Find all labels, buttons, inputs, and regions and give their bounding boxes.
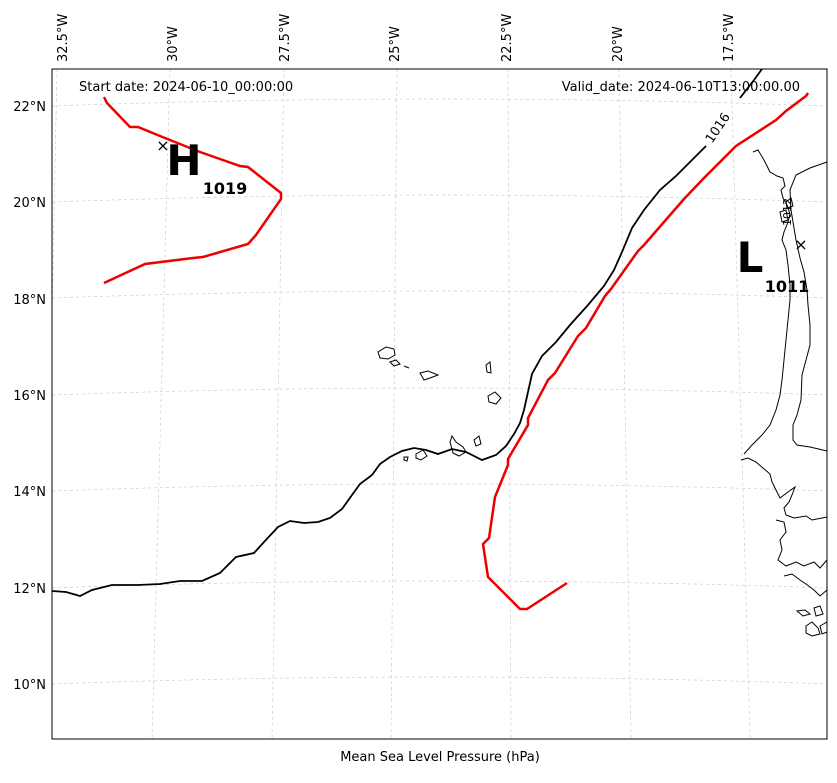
west-africa-coastline [740, 149, 828, 637]
latitude-labels: 22°N 20°N 18°N 16°N 14°N 12°N 10°N [13, 100, 46, 693]
start-date-label: Start date: 2024-06-10_00:00:00 [79, 80, 293, 95]
isobar-1012-label: 1012 [781, 198, 794, 226]
map-caption: Mean Sea Level Pressure (hPa) [340, 750, 540, 765]
low-center-marker-icon: × [794, 235, 807, 254]
lon-label: 25°W [388, 26, 403, 62]
lat-label: 10°N [13, 678, 46, 693]
lat-label: 20°N [13, 196, 46, 211]
lat-label: 14°N [13, 485, 46, 500]
low-value: 1011 [765, 277, 810, 296]
trough-line [102, 96, 283, 285]
lon-label: 30°W [166, 26, 181, 62]
lon-label: 22.5°W [500, 14, 515, 62]
isobar-1016 [51, 145, 707, 597]
valid-date-label: Valid_date: 2024-06-10T13:00:00.00 [562, 80, 800, 95]
lat-label: 22°N [13, 100, 46, 115]
lon-label: 32.5°W [56, 14, 71, 62]
low-pressure-center: × L 1011 [737, 233, 810, 296]
lon-label: 20°W [611, 26, 626, 62]
lat-label: 12°N [13, 582, 46, 597]
graticule [51, 68, 828, 740]
high-pressure-center: × H 1019 [156, 136, 247, 198]
trough-line-south [481, 92, 810, 611]
map-frame-border [51, 68, 828, 740]
high-value: 1019 [203, 179, 248, 198]
high-symbol: H [166, 136, 201, 185]
high-center-marker-icon: × [156, 136, 169, 155]
lon-label: 17.5°W [722, 14, 737, 62]
cape-verde-islands [377, 346, 502, 462]
map-frame-background [52, 69, 827, 739]
lat-label: 16°N [13, 389, 46, 404]
isobar-1016-tail [739, 68, 763, 99]
low-symbol: L [737, 233, 764, 282]
lon-label: 27.5°W [278, 14, 293, 62]
lat-label: 18°N [13, 293, 46, 308]
longitude-labels: 32.5°W 30°W 27.5°W 25°W 22.5°W 20°W 17.5… [56, 14, 737, 62]
